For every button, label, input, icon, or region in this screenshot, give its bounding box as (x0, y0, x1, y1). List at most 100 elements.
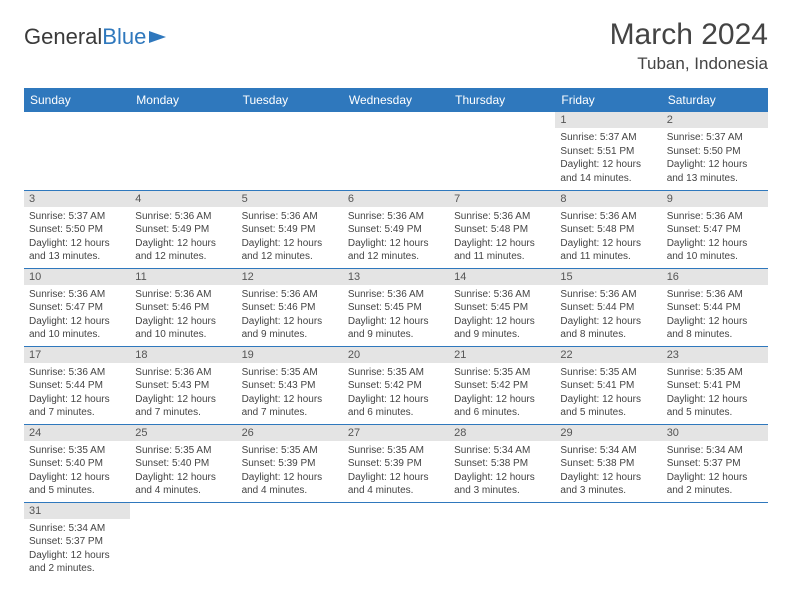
day-details: Sunrise: 5:36 AMSunset: 5:47 PMDaylight:… (662, 207, 768, 268)
day-details: Sunrise: 5:35 AMSunset: 5:42 PMDaylight:… (449, 363, 555, 424)
day-detail-line: Sunset: 5:44 PM (667, 301, 763, 315)
day-number: 16 (662, 269, 768, 285)
day-detail-line: and 14 minutes. (560, 172, 656, 186)
day-detail-line: Daylight: 12 hours (348, 237, 444, 251)
day-number: 4 (130, 191, 236, 207)
logo-text-2: Blue (102, 24, 146, 50)
location: Tuban, Indonesia (610, 54, 768, 74)
day-detail-line: Sunset: 5:48 PM (560, 223, 656, 237)
day-details: Sunrise: 5:35 AMSunset: 5:41 PMDaylight:… (662, 363, 768, 424)
day-detail-line: Sunrise: 5:35 AM (667, 366, 763, 380)
day-detail-line: Daylight: 12 hours (454, 393, 550, 407)
day-detail-line: Daylight: 12 hours (242, 471, 338, 485)
calendar-cell (555, 502, 661, 580)
day-details: Sunrise: 5:37 AMSunset: 5:50 PMDaylight:… (24, 207, 130, 268)
day-detail-line: Daylight: 12 hours (560, 158, 656, 172)
day-detail-line: and 5 minutes. (667, 406, 763, 420)
day-detail-line: Daylight: 12 hours (242, 237, 338, 251)
calendar-cell: 11Sunrise: 5:36 AMSunset: 5:46 PMDayligh… (130, 268, 236, 346)
calendar-cell: 17Sunrise: 5:36 AMSunset: 5:44 PMDayligh… (24, 346, 130, 424)
calendar-cell: 27Sunrise: 5:35 AMSunset: 5:39 PMDayligh… (343, 424, 449, 502)
day-number: 17 (24, 347, 130, 363)
calendar-cell: 8Sunrise: 5:36 AMSunset: 5:48 PMDaylight… (555, 190, 661, 268)
calendar-cell: 14Sunrise: 5:36 AMSunset: 5:45 PMDayligh… (449, 268, 555, 346)
calendar-cell: 26Sunrise: 5:35 AMSunset: 5:39 PMDayligh… (237, 424, 343, 502)
day-detail-line: and 9 minutes. (348, 328, 444, 342)
day-number: 27 (343, 425, 449, 441)
day-detail-line: Daylight: 12 hours (242, 393, 338, 407)
day-detail-line: Sunset: 5:51 PM (560, 145, 656, 159)
calendar-cell (662, 502, 768, 580)
day-details: Sunrise: 5:35 AMSunset: 5:40 PMDaylight:… (24, 441, 130, 502)
day-detail-line: Sunrise: 5:34 AM (560, 444, 656, 458)
calendar-cell: 1Sunrise: 5:37 AMSunset: 5:51 PMDaylight… (555, 112, 661, 190)
day-detail-line: and 4 minutes. (348, 484, 444, 498)
flag-icon (148, 28, 170, 46)
calendar-cell: 4Sunrise: 5:36 AMSunset: 5:49 PMDaylight… (130, 190, 236, 268)
calendar-cell: 16Sunrise: 5:36 AMSunset: 5:44 PMDayligh… (662, 268, 768, 346)
day-detail-line: Sunrise: 5:35 AM (242, 444, 338, 458)
day-number: 29 (555, 425, 661, 441)
day-number: 25 (130, 425, 236, 441)
title-block: March 2024 Tuban, Indonesia (610, 18, 768, 74)
logo-text-1: General (24, 24, 102, 50)
calendar-cell: 18Sunrise: 5:36 AMSunset: 5:43 PMDayligh… (130, 346, 236, 424)
day-detail-line: Sunset: 5:43 PM (135, 379, 231, 393)
day-detail-line: Daylight: 12 hours (348, 393, 444, 407)
day-detail-line: Daylight: 12 hours (242, 315, 338, 329)
day-detail-line: Sunset: 5:37 PM (667, 457, 763, 471)
day-number: 9 (662, 191, 768, 207)
day-number: 28 (449, 425, 555, 441)
day-detail-line: and 9 minutes. (242, 328, 338, 342)
day-detail-line: Daylight: 12 hours (135, 315, 231, 329)
weekday-header: Tuesday (237, 88, 343, 112)
day-detail-line: Sunrise: 5:35 AM (135, 444, 231, 458)
day-detail-line: Sunrise: 5:35 AM (454, 366, 550, 380)
day-detail-line: Sunrise: 5:36 AM (29, 288, 125, 302)
day-detail-line: Sunrise: 5:37 AM (29, 210, 125, 224)
day-detail-line: Sunset: 5:50 PM (29, 223, 125, 237)
day-detail-line: and 9 minutes. (454, 328, 550, 342)
day-detail-line: Daylight: 12 hours (29, 237, 125, 251)
day-detail-line: and 10 minutes. (135, 328, 231, 342)
day-details: Sunrise: 5:36 AMSunset: 5:49 PMDaylight:… (130, 207, 236, 268)
day-number: 8 (555, 191, 661, 207)
day-details: Sunrise: 5:36 AMSunset: 5:43 PMDaylight:… (130, 363, 236, 424)
calendar-cell (237, 502, 343, 580)
day-detail-line: Sunrise: 5:34 AM (29, 522, 125, 536)
day-details: Sunrise: 5:36 AMSunset: 5:49 PMDaylight:… (343, 207, 449, 268)
day-detail-line: Daylight: 12 hours (29, 471, 125, 485)
calendar-row: 1Sunrise: 5:37 AMSunset: 5:51 PMDaylight… (24, 112, 768, 190)
day-number (555, 503, 661, 519)
header: GeneralBlue March 2024 Tuban, Indonesia (24, 18, 768, 74)
day-detail-line: Sunrise: 5:35 AM (29, 444, 125, 458)
day-detail-line: Daylight: 12 hours (667, 315, 763, 329)
day-detail-line: Sunset: 5:49 PM (242, 223, 338, 237)
day-number (449, 503, 555, 519)
day-detail-line: Sunrise: 5:36 AM (454, 210, 550, 224)
day-detail-line: and 7 minutes. (29, 406, 125, 420)
day-detail-line: Sunset: 5:37 PM (29, 535, 125, 549)
day-details: Sunrise: 5:36 AMSunset: 5:46 PMDaylight:… (130, 285, 236, 346)
day-detail-line: Daylight: 12 hours (454, 315, 550, 329)
day-detail-line: Sunrise: 5:36 AM (135, 288, 231, 302)
day-detail-line: and 11 minutes. (454, 250, 550, 264)
calendar-cell: 25Sunrise: 5:35 AMSunset: 5:40 PMDayligh… (130, 424, 236, 502)
calendar-cell: 7Sunrise: 5:36 AMSunset: 5:48 PMDaylight… (449, 190, 555, 268)
day-detail-line: and 8 minutes. (560, 328, 656, 342)
calendar-cell: 9Sunrise: 5:36 AMSunset: 5:47 PMDaylight… (662, 190, 768, 268)
calendar-cell: 15Sunrise: 5:36 AMSunset: 5:44 PMDayligh… (555, 268, 661, 346)
day-detail-line: Daylight: 12 hours (454, 237, 550, 251)
day-number: 22 (555, 347, 661, 363)
day-detail-line: Daylight: 12 hours (560, 237, 656, 251)
calendar-cell (343, 112, 449, 190)
day-number: 20 (343, 347, 449, 363)
day-detail-line: Sunrise: 5:36 AM (29, 366, 125, 380)
day-detail-line: and 10 minutes. (667, 250, 763, 264)
day-number (24, 112, 130, 128)
day-detail-line: Sunrise: 5:36 AM (242, 288, 338, 302)
calendar-row: 17Sunrise: 5:36 AMSunset: 5:44 PMDayligh… (24, 346, 768, 424)
logo: GeneralBlue (24, 24, 170, 50)
day-number: 31 (24, 503, 130, 519)
day-number: 19 (237, 347, 343, 363)
